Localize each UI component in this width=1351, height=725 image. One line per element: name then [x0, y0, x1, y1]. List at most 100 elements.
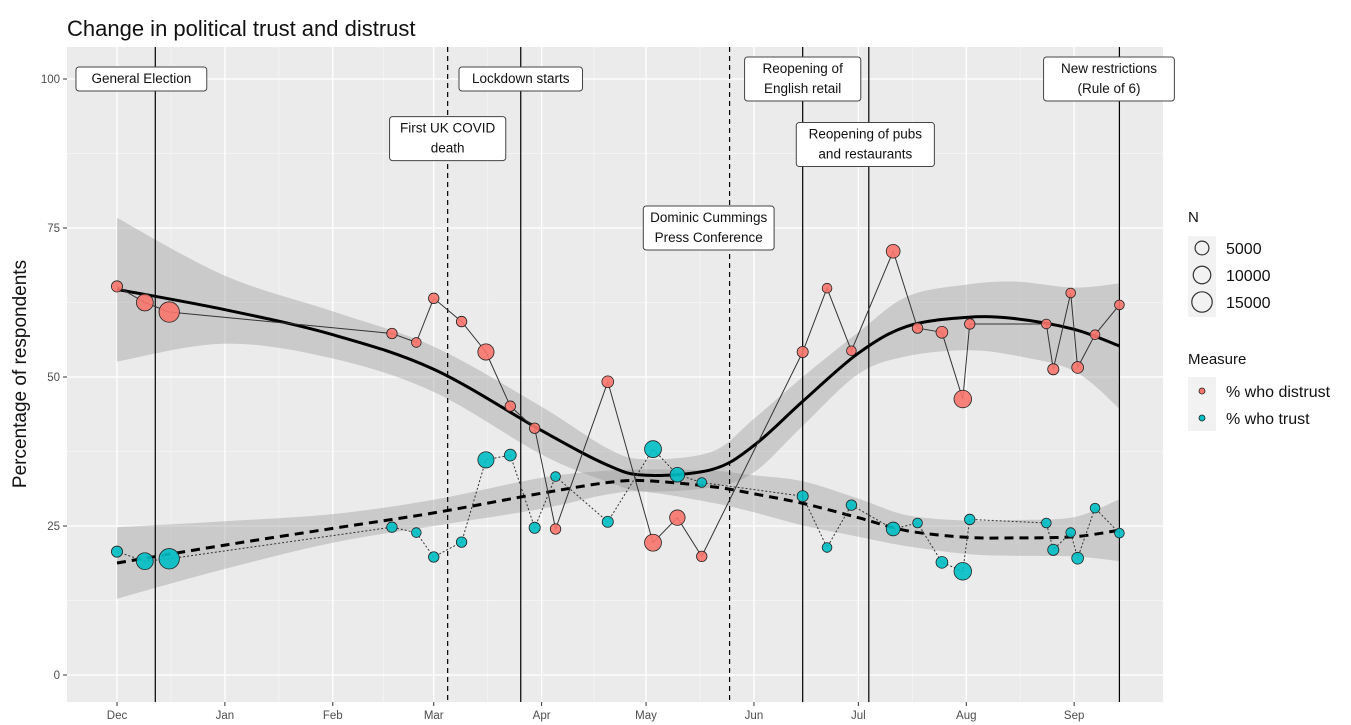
distrust-point — [549, 523, 562, 535]
trust-point — [111, 545, 123, 558]
trust-point — [1089, 502, 1101, 514]
trust-point — [821, 542, 833, 553]
y-tick-label: 25 — [47, 521, 60, 533]
y-axis-title: Percentage of respondents — [10, 260, 31, 488]
distrust-point — [953, 389, 972, 409]
annotation-text: and restaurants — [818, 147, 912, 162]
x-tick-label: Sep — [1064, 710, 1084, 722]
annotation-box — [1043, 56, 1175, 102]
smooth-line-trust — [116, 478, 1120, 565]
annotation-box — [389, 116, 507, 162]
trust-point — [796, 490, 809, 503]
event-annotation: Reopening of English retail — [744, 56, 862, 102]
trust-point — [644, 440, 662, 458]
smooth-lines — [116, 287, 1120, 565]
annotation-text: Dominic Cummings — [650, 210, 767, 225]
legend-color-swatch — [1198, 387, 1206, 395]
x-axis: Dec Jan Feb Mar Apr May Jun Jul Aug Sep — [107, 702, 1084, 722]
x-tick-label: Jan — [216, 710, 235, 722]
distrust-point — [428, 292, 440, 304]
trust-point — [528, 521, 541, 534]
plot-panel — [67, 47, 1163, 702]
confidence-band-distrust — [117, 217, 1120, 492]
annotation-box — [642, 205, 775, 251]
distrust-point — [1041, 318, 1052, 330]
distrust-point — [935, 326, 949, 339]
legend-color-label: % who trust — [1226, 411, 1310, 428]
distrust-point — [885, 243, 901, 259]
event-annotations: General Election First UK COVID death Lockd… — [75, 56, 1175, 251]
annotation-text: First UK COVID — [400, 121, 496, 136]
legend-color-entries: % who distrust % who trust — [1198, 384, 1331, 428]
distrust-point — [158, 301, 180, 323]
distrust-point — [964, 318, 976, 330]
annotation-text: English retail — [764, 81, 841, 96]
trust-point — [696, 477, 708, 488]
distrust-point — [111, 280, 123, 293]
trust-point — [504, 448, 517, 462]
event-annotation: General Election — [75, 66, 208, 92]
annotation-text: Press Conference — [655, 230, 763, 245]
legend-size-key-bg — [1188, 236, 1216, 317]
distrust-point — [1047, 363, 1060, 376]
event-annotation: Reopening of pubs and restaurants — [795, 122, 935, 168]
data-points — [111, 243, 1125, 581]
trust-point — [428, 551, 440, 563]
smooth-line-distrust — [116, 287, 1120, 477]
legend-size-label: 5000 — [1226, 241, 1262, 258]
annotation-text: New restrictions — [1061, 61, 1157, 76]
y-tick-label: 0 — [54, 670, 60, 682]
distrust-point — [821, 282, 833, 294]
legend-color-key-bg — [1188, 377, 1216, 431]
trust-point — [964, 513, 976, 526]
distrust-point — [477, 343, 495, 361]
x-tick-label: Aug — [956, 710, 976, 722]
legend-size-label: 10000 — [1226, 268, 1271, 285]
y-tick-label: 100 — [41, 74, 60, 86]
event-annotation: First UK COVID death — [389, 116, 507, 162]
trust-point — [885, 521, 901, 537]
distrust-point — [696, 550, 708, 563]
x-tick-label: Dec — [107, 710, 128, 722]
x-tick-label: Feb — [323, 710, 343, 722]
annotation-text: Reopening of — [763, 61, 844, 76]
annotation-box — [795, 122, 935, 168]
trust-point — [136, 552, 154, 571]
annotation-text: Lockdown starts — [472, 71, 570, 86]
trust-point — [669, 467, 686, 483]
distrust-point — [1065, 287, 1076, 299]
legend-size-entries: 5000 10000 15000 — [1191, 240, 1271, 313]
annotation-text: death — [431, 141, 465, 156]
distrust-point — [644, 533, 662, 552]
grid-minor — [67, 47, 1163, 702]
trust-point — [935, 556, 949, 569]
legend-size-label: 15000 — [1226, 295, 1271, 312]
trust-point — [1065, 527, 1076, 538]
x-tick-label: May — [635, 710, 657, 722]
legend-size-swatch — [1194, 240, 1210, 256]
distrust-point — [504, 400, 516, 412]
distrust-point — [1071, 361, 1084, 374]
trust-point — [411, 527, 422, 538]
trust-point — [1047, 543, 1060, 556]
annotation-box — [75, 66, 208, 92]
distrust-point — [411, 337, 422, 348]
distrust-point — [911, 322, 924, 334]
annotation-text: General Election — [91, 71, 191, 86]
legend-color-label: % who distrust — [1226, 384, 1331, 401]
trust-point — [386, 521, 398, 533]
trust-point — [550, 471, 561, 482]
trust-point — [1041, 517, 1052, 529]
distrust-point — [455, 315, 468, 328]
distrust-point — [846, 345, 857, 357]
x-tick-label: Jun — [745, 710, 764, 722]
distrust-point — [601, 375, 615, 389]
x-tick-label: Mar — [424, 710, 444, 722]
grid-major — [67, 47, 1163, 702]
distrust-point — [669, 509, 686, 526]
trust-point — [477, 451, 495, 469]
trust-point — [158, 548, 180, 570]
trust-point — [1071, 551, 1084, 565]
annotation-box — [458, 66, 583, 92]
